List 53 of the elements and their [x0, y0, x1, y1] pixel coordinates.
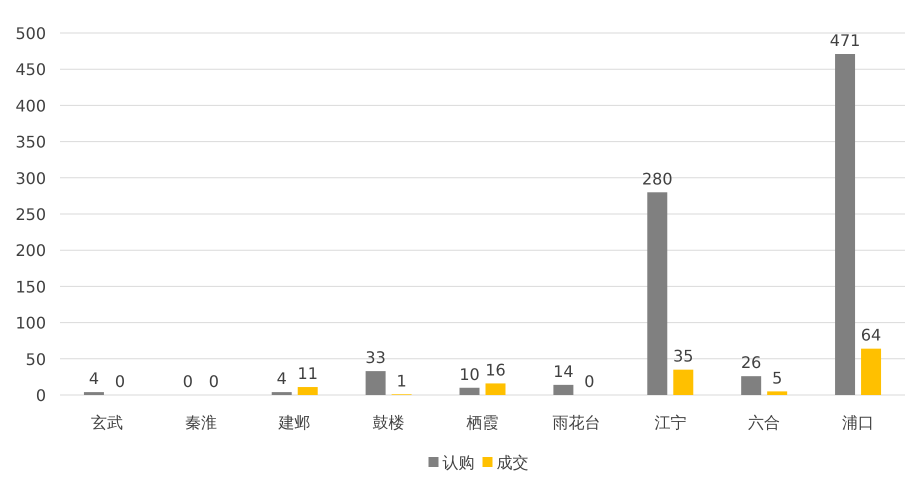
data-label: 11 [298, 364, 318, 384]
bar [272, 392, 292, 395]
data-label: 280 [642, 169, 673, 188]
bar [647, 192, 668, 395]
bar [767, 391, 788, 395]
y-tick-label: 150 [15, 277, 46, 296]
data-label: 14 [553, 362, 574, 381]
legend-label: 认购 [442, 453, 474, 472]
data-label: 4 [88, 369, 100, 388]
data-label: 33 [365, 348, 386, 368]
x-tick-label: 玄武 [90, 413, 123, 432]
bar [84, 392, 104, 395]
bar [298, 387, 318, 395]
data-label: 4 [276, 369, 287, 388]
data-label: 64 [860, 326, 882, 345]
bar [861, 348, 882, 395]
y-tick-label: 450 [15, 60, 46, 80]
y-tick-label: 50 [26, 350, 46, 369]
x-tick-label: 江宁 [654, 413, 686, 432]
data-label: 0 [584, 372, 594, 391]
bar [460, 388, 480, 395]
y-tick-label: 100 [15, 314, 46, 333]
legend-label: 成交 [496, 453, 528, 472]
bar [741, 376, 762, 395]
data-label: 0 [182, 372, 193, 391]
y-tick-label: 300 [15, 168, 46, 188]
data-label: 0 [114, 372, 126, 391]
data-label: 0 [208, 372, 219, 391]
x-tick-label: 雨花台 [552, 413, 600, 432]
bar [673, 370, 694, 395]
bar [366, 371, 386, 395]
bar [486, 383, 506, 395]
data-label: 16 [485, 360, 506, 380]
x-tick-label: 栖霞 [466, 413, 498, 432]
data-label: 5 [772, 368, 782, 388]
x-tick-label: 建邺 [278, 413, 311, 432]
data-label: 1 [396, 371, 407, 390]
y-tick-label: 200 [15, 241, 46, 260]
y-tick-label: 350 [15, 132, 46, 152]
data-label: 26 [740, 353, 762, 372]
y-tick-label: 400 [15, 96, 46, 116]
x-tick-label: 六合 [748, 413, 780, 432]
data-label: 10 [459, 364, 480, 384]
bar [835, 54, 856, 395]
y-tick-label: 0 [36, 386, 46, 405]
bar [553, 384, 574, 395]
data-label: 471 [830, 30, 860, 50]
x-tick-label: 秦淮 [184, 413, 217, 432]
y-tick-label: 500 [15, 24, 46, 43]
data-label: 35 [673, 346, 694, 366]
x-tick-label: 鼓楼 [372, 413, 405, 432]
x-tick-label: 浦口 [842, 413, 874, 432]
y-tick-label: 250 [15, 205, 46, 224]
